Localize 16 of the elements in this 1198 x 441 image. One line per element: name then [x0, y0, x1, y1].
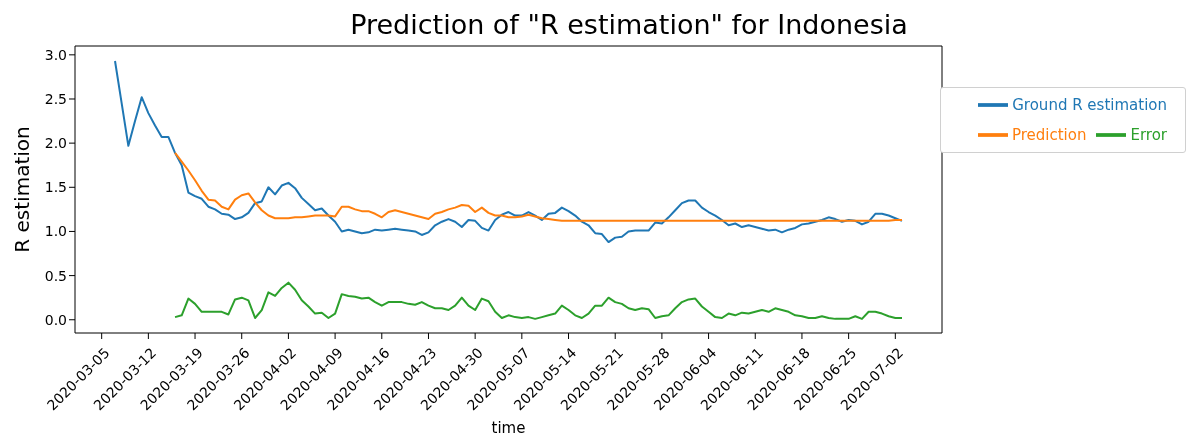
- y-axis-title: R estimation: [10, 126, 35, 253]
- y-tick-label: 0.0: [44, 311, 67, 328]
- chart-title: Prediction of "R estimation" for Indonesia: [349, 8, 909, 42]
- line-series: [174, 151, 903, 222]
- y-tick-label: 2.0: [44, 135, 67, 152]
- line-series: [114, 60, 903, 244]
- y-tick-label: 1.0: [44, 223, 67, 240]
- legend-label: Ground R estimation: [1012, 95, 1167, 114]
- x-axis-title: time: [491, 419, 526, 437]
- legend-label: Error: [1130, 125, 1167, 144]
- line-series: [174, 281, 903, 320]
- y-tick-label: 1.5: [44, 179, 67, 196]
- y-tick-label: 0.5: [44, 267, 67, 284]
- y-tick-label: 2.5: [44, 90, 67, 107]
- legend-label: Prediction: [1011, 125, 1087, 144]
- y-tick-label: 3.0: [44, 46, 67, 63]
